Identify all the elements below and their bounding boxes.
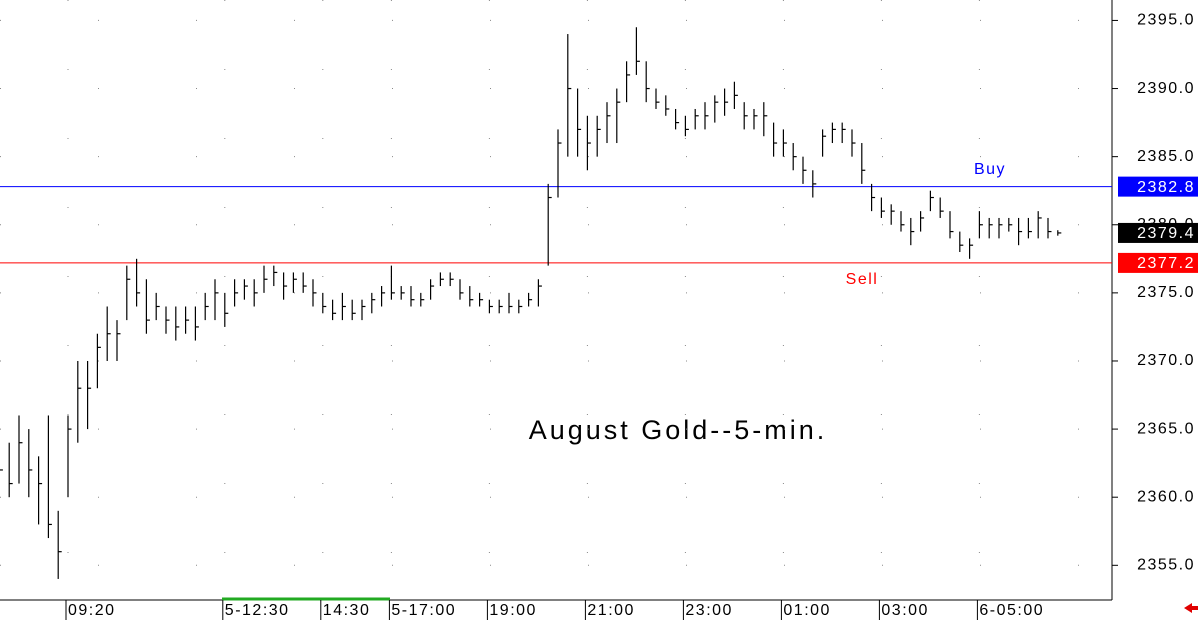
level-label: Buy: [974, 161, 1006, 178]
x-tick-label: 5-17:00: [391, 602, 456, 619]
x-tick-label: 19:00: [489, 602, 537, 619]
last-price: 2379.4: [1137, 225, 1195, 242]
x-tick-label: 23:00: [685, 602, 733, 619]
x-tick-label: 14:30: [323, 602, 371, 619]
scroll-arrow: [1184, 603, 1198, 613]
chart-title: August Gold--5-min.: [529, 415, 828, 445]
y-tick-label: 2355.0: [1137, 557, 1195, 574]
level-price-box: [1118, 252, 1198, 273]
level-price-box: [1118, 176, 1198, 197]
y-tick-label: 2375.0: [1137, 284, 1195, 301]
x-tick-label: 21:00: [587, 602, 635, 619]
x-tick-label: 09:20: [68, 602, 116, 619]
y-tick-label: 2365.0: [1137, 420, 1195, 437]
last-price-box: [1118, 222, 1198, 243]
x-tick-label: 01:00: [783, 602, 831, 619]
level-label: Sell: [846, 271, 879, 288]
x-tick-label: 5-12:30: [225, 602, 290, 619]
y-tick-label: 2360.0: [1137, 488, 1195, 505]
x-tick-label: 03:00: [881, 602, 929, 619]
y-tick-label: 2390.0: [1137, 80, 1195, 97]
level-price: 2382.8: [1137, 179, 1195, 196]
y-tick-label: 2370.0: [1137, 352, 1195, 369]
y-tick-label: 2395.0: [1137, 12, 1195, 29]
level-price: 2377.2: [1137, 255, 1195, 272]
y-tick-label: 2385.0: [1137, 148, 1195, 165]
x-tick-label: 6-05:00: [979, 602, 1044, 619]
